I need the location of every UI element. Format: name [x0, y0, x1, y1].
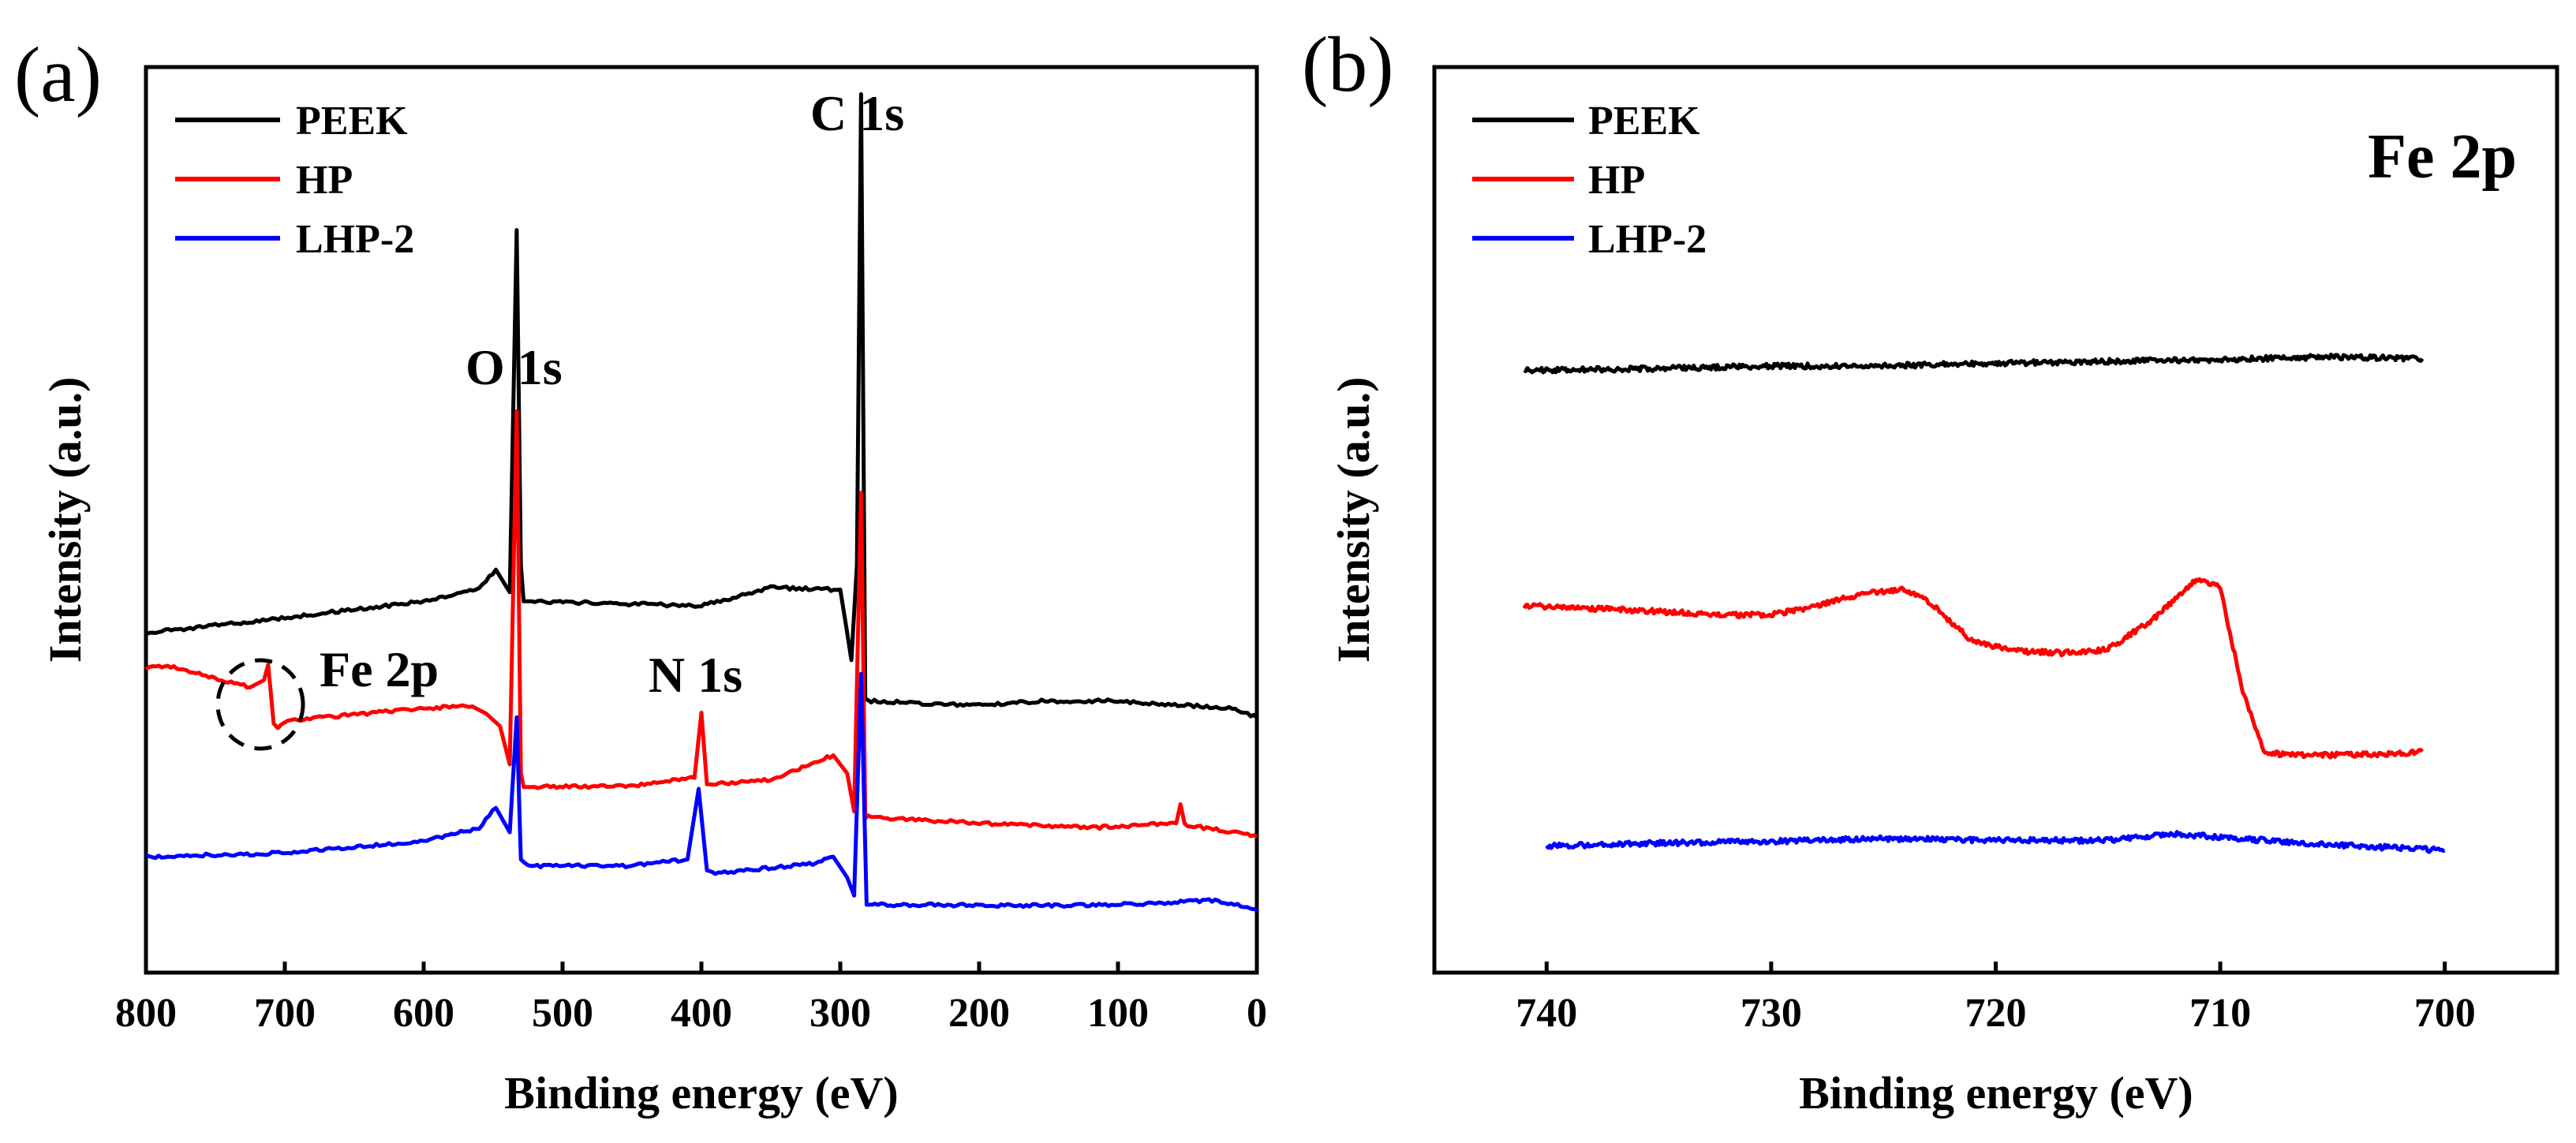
series-line-hp [144, 409, 1258, 839]
panel-a-series [144, 92, 1258, 912]
panel-b-x-ticks: 740 730 720 710 700 [1516, 962, 2476, 1036]
x-tick-label: 700 [254, 991, 316, 1036]
annotation-c1s: C 1s [810, 85, 904, 141]
x-tick-label: 600 [393, 991, 454, 1036]
x-tick-label: 700 [2414, 991, 2476, 1036]
panel-a-y-axis-title: Intensity (a.u.) [39, 377, 91, 663]
x-tick-label: 400 [671, 991, 732, 1036]
series-line-lhp2 [1545, 830, 2446, 854]
x-tick-label: 730 [1740, 991, 1802, 1036]
fe2p-highlight-circle [215, 658, 305, 751]
legend-label-hp: HP [296, 158, 353, 203]
panel-a: (a) 800 700 600 500 400 300 200 100 0 PEEK HP LH… [14, 31, 1267, 1119]
panel-b: (b) 740 730 720 710 700 PEEK HP LHP-2 Fe 2p … [1302, 21, 2559, 1119]
panel-b-title: Fe 2p [2368, 122, 2517, 192]
legend-label-lhp2: LHP-2 [296, 217, 414, 262]
x-tick-label: 740 [1516, 991, 1577, 1036]
x-tick-label: 710 [2189, 991, 2251, 1036]
annotation-n1s: N 1s [649, 647, 742, 703]
x-tick-label: 0 [1247, 991, 1267, 1036]
panel-b-x-axis-title: Binding energy (eV) [1799, 1067, 2193, 1119]
panel-a-x-axis-title: Binding energy (eV) [504, 1067, 898, 1119]
panel-b-y-axis-title: Intensity (a.u.) [1328, 377, 1379, 663]
x-tick-label: 200 [948, 991, 1010, 1036]
series-line-peek [1523, 353, 2425, 375]
series-line-peek [145, 92, 1258, 719]
annotation-o1s: O 1s [465, 339, 563, 395]
series-line-hp [1522, 577, 2425, 760]
x-tick-label: 800 [115, 991, 177, 1036]
panel-b-series [1522, 353, 2446, 854]
legend-label-lhp2: LHP-2 [1588, 217, 1707, 262]
legend-label-peek: PEEK [1588, 99, 1700, 144]
legend-label-hp: HP [1588, 158, 1645, 203]
annotation-fe2p: Fe 2p [320, 641, 439, 697]
panel-a-legend: PEEK HP LHP-2 [175, 99, 414, 262]
x-tick-label: 720 [1965, 991, 2027, 1036]
panel-b-label: (b) [1302, 21, 1394, 108]
panel-a-label: (a) [14, 31, 102, 118]
series-line-lhp2 [145, 671, 1257, 912]
x-tick-label: 100 [1087, 991, 1149, 1036]
x-tick-label: 300 [809, 991, 871, 1036]
panel-a-plot-frame [144, 65, 1259, 975]
panel-b-plot-frame [1432, 65, 2559, 975]
legend-label-peek: PEEK [296, 99, 408, 144]
x-tick-label: 500 [532, 991, 593, 1036]
panel-b-legend: PEEK HP LHP-2 [1472, 99, 1707, 262]
panel-a-x-ticks: 800 700 600 500 400 300 200 100 0 [115, 962, 1267, 1036]
